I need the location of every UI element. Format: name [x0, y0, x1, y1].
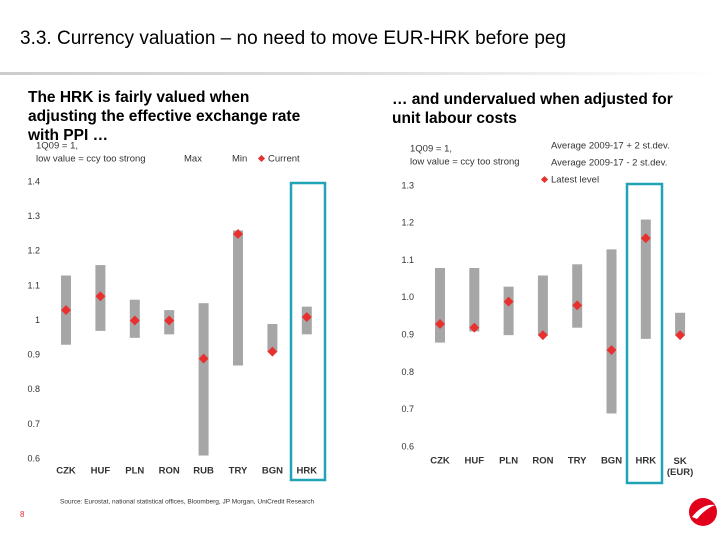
- x-tick-label: RUB: [193, 466, 214, 477]
- current-marker: [435, 319, 445, 329]
- range-bar: [572, 264, 583, 328]
- y-tick-label: 1.0: [401, 292, 414, 302]
- current-marker: [606, 345, 617, 356]
- chart-note: 1Q09 = 1,: [410, 144, 452, 155]
- title-rule: [0, 72, 720, 75]
- current-marker: [675, 330, 686, 341]
- range-bar: [435, 268, 445, 343]
- highlight-box: [625, 182, 664, 485]
- range-bar: [233, 230, 243, 366]
- y-tick-label: 1.3: [27, 211, 40, 221]
- current-marker: [129, 315, 140, 326]
- y-tick-label: 0.7: [27, 419, 40, 429]
- chart-subtitle: The HRK is fairly valued when adjusting …: [28, 89, 301, 144]
- x-tick-label: RON: [532, 456, 553, 467]
- y-tick-label: 0.6: [27, 453, 40, 463]
- x-tick-label: PLN: [125, 466, 144, 477]
- legend-label: Average 2009-17 - 2 st.dev.: [551, 158, 667, 169]
- range-bar: [198, 303, 209, 456]
- current-marker: [198, 353, 209, 364]
- chart-note: low value = ccy too strong: [410, 157, 520, 168]
- y-tick-label: 1.1: [27, 280, 40, 290]
- range-bar: [267, 323, 278, 352]
- page-number: 8: [20, 510, 25, 519]
- y-tick-label: 1.3: [401, 180, 414, 190]
- x-tick-label: SK (EUR): [667, 456, 693, 478]
- slide-title: 3.3. Currency valuation – no need to mov…: [20, 28, 567, 49]
- range-bar: [469, 268, 480, 332]
- y-tick-label: 1.2: [401, 218, 414, 228]
- y-tick-label: 0.6: [401, 441, 414, 451]
- legend-marker: [540, 175, 549, 184]
- y-tick-label: 0.7: [401, 404, 414, 414]
- x-tick-label: RON: [159, 466, 180, 477]
- x-tick-label: HRK: [636, 456, 657, 467]
- y-tick-label: 0.9: [27, 350, 40, 360]
- x-tick-label: CZK: [56, 466, 76, 477]
- range-bar: [606, 249, 617, 414]
- current-marker: [469, 322, 480, 333]
- x-tick-label: PLN: [499, 456, 518, 467]
- chart-subtitle: … and undervalued when adjusted for unit…: [392, 91, 673, 127]
- source: Source: Eurostat, national statistical o…: [60, 499, 314, 506]
- x-tick-label: BGN: [601, 456, 622, 467]
- current-marker: [233, 228, 243, 239]
- logo: [689, 498, 717, 526]
- y-tick-label: 0.8: [401, 367, 414, 377]
- legend-label: Min: [232, 154, 247, 165]
- x-tick-label: TRY: [229, 466, 248, 477]
- legend-label: Current: [268, 154, 300, 165]
- y-tick-label: 0.8: [27, 384, 40, 394]
- x-tick-label: HUF: [91, 466, 111, 477]
- range-bar: [675, 312, 686, 336]
- current-marker: [164, 315, 175, 326]
- x-tick-label: HUF: [465, 456, 485, 467]
- x-tick-label: BGN: [262, 466, 283, 477]
- range-bar: [640, 219, 651, 339]
- legend-label: Average 2009-17 + 2 st.dev.: [551, 141, 670, 152]
- y-tick-label: 1.2: [27, 246, 40, 256]
- current-marker: [640, 233, 651, 244]
- current-marker: [267, 346, 278, 357]
- chart-note: low value = ccy too strong: [36, 154, 146, 165]
- range-bar: [503, 286, 514, 336]
- current-marker: [301, 312, 312, 322]
- legend-label: Max: [184, 154, 202, 165]
- y-tick-label: 1: [35, 315, 40, 325]
- x-tick-label: TRY: [568, 456, 587, 467]
- x-tick-label: CZK: [430, 456, 450, 467]
- x-tick-label: HRK: [297, 466, 318, 477]
- y-tick-label: 1.4: [27, 176, 40, 186]
- range-bar: [537, 275, 548, 336]
- highlight-box: [289, 181, 327, 482]
- y-tick-label: 1.1: [401, 255, 414, 265]
- legend-marker: [257, 154, 266, 163]
- current-marker: [572, 300, 583, 311]
- y-tick-label: 0.9: [401, 330, 414, 340]
- chart-note: 1Q09 = 1,: [36, 141, 78, 152]
- current-marker: [537, 330, 548, 341]
- legend-label: Latest level: [551, 175, 599, 186]
